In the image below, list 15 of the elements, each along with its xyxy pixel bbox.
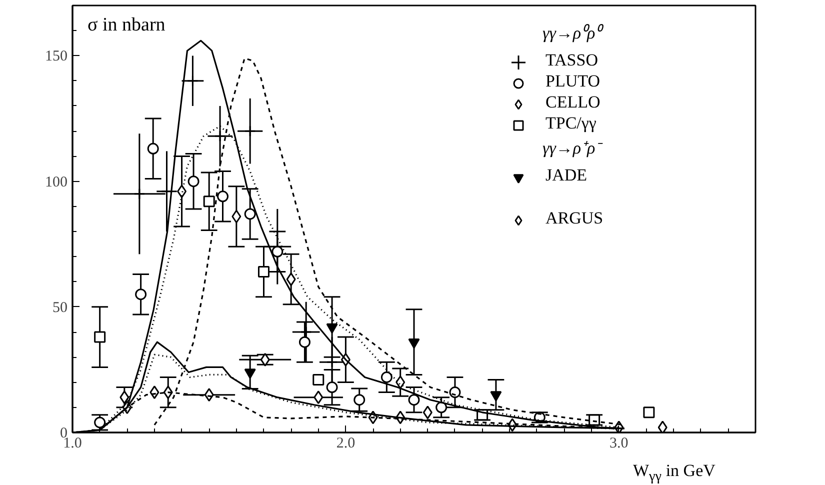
legend-label: TASSO <box>546 50 598 70</box>
legend-label: PLUTO <box>546 72 600 90</box>
y-axis-title: σ in nbarn <box>88 14 166 36</box>
y-tick-label: 100 <box>45 174 68 190</box>
y-tick-label: 150 <box>45 48 68 65</box>
y-tick-label: 50 <box>52 300 68 316</box>
legend-label: TPC/γγ <box>546 114 597 132</box>
annotation: γγ→ρ⁺ρ⁻ <box>542 138 604 158</box>
annotation: γγ→ρ⁰ρ⁰ <box>542 24 604 42</box>
x-axis-title: W$_{γγ}$ in GeV <box>633 461 716 485</box>
x-tick-label: 3.0 <box>610 436 628 452</box>
legend-label: CELLO <box>546 92 600 112</box>
legend-label: ARGUS <box>546 208 604 228</box>
x-tick-label: 2.0 <box>336 436 356 452</box>
legend-label: JADE <box>546 166 588 184</box>
